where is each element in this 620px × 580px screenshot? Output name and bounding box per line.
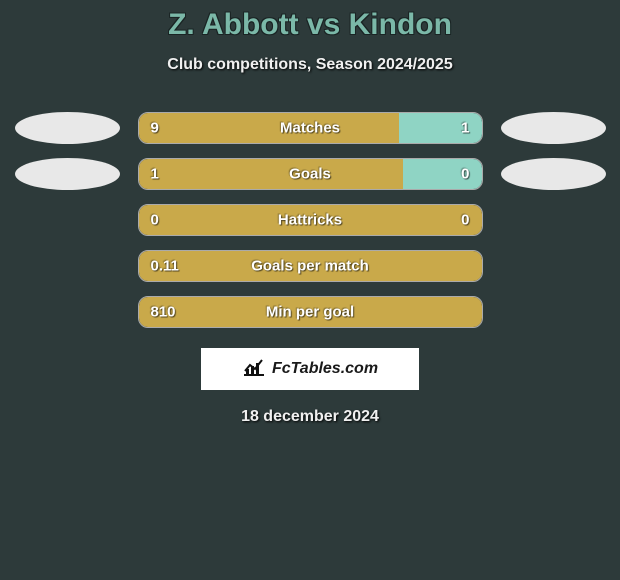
subtitle: Club competitions, Season 2024/2025: [0, 56, 620, 74]
stat-bar: 9 Matches 1: [138, 112, 483, 144]
bar-segment-right: [403, 159, 482, 189]
stat-bar: 810 Min per goal: [138, 296, 483, 328]
stat-name: Goals: [289, 166, 331, 183]
player-oval-left: [15, 158, 120, 190]
stat-row: 810 Min per goal: [0, 296, 620, 328]
stat-row: 0 Hattricks 0: [0, 204, 620, 236]
left-value: 9: [151, 120, 159, 137]
badge-text: FcTables.com: [272, 360, 378, 378]
stat-name: Min per goal: [266, 304, 354, 321]
infographic-container: Z. Abbott vs Kindon Club competitions, S…: [0, 0, 620, 426]
right-value: 1: [461, 120, 469, 137]
stat-name: Goals per match: [251, 258, 369, 275]
left-value: 0.11: [151, 258, 179, 275]
player-oval-right: [501, 158, 606, 190]
player-oval-right: [501, 112, 606, 144]
stat-row: 9 Matches 1: [0, 112, 620, 144]
stat-bar: 0 Hattricks 0: [138, 204, 483, 236]
stat-name: Hattricks: [278, 212, 342, 229]
stat-bar: 0.11 Goals per match: [138, 250, 483, 282]
stat-name: Matches: [280, 120, 340, 137]
player-oval-left: [15, 112, 120, 144]
bar-segment-left: [139, 113, 400, 143]
page-title: Z. Abbott vs Kindon: [0, 8, 620, 42]
chart-icon: [242, 357, 266, 382]
stat-row: 0.11 Goals per match: [0, 250, 620, 282]
left-value: 1: [151, 166, 159, 183]
right-value: 0: [461, 212, 469, 229]
stat-bar: 1 Goals 0: [138, 158, 483, 190]
stat-row: 1 Goals 0: [0, 158, 620, 190]
comparison-chart: 9 Matches 1 1 Goals 0 0 Hattricks 0 0.11 Goals per…: [0, 112, 620, 328]
site-badge: FcTables.com: [201, 348, 419, 390]
left-value: 810: [151, 304, 176, 321]
date-label: 18 december 2024: [0, 408, 620, 426]
right-value: 0: [461, 166, 469, 183]
bar-segment-left: [139, 159, 403, 189]
left-value: 0: [151, 212, 159, 229]
